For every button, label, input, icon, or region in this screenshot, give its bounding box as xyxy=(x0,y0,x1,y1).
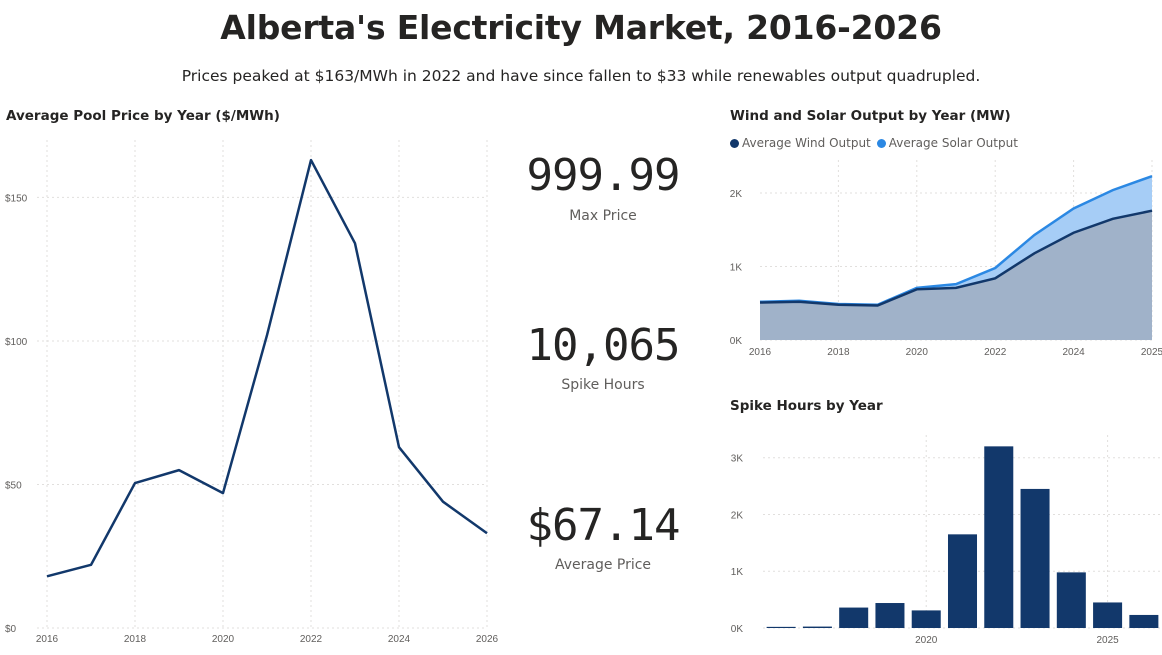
spike-bar-chart[interactable]: 0K 1K 2K 3K 2020 2025 xyxy=(720,425,1162,655)
spike-bar xyxy=(911,610,941,628)
x-tick-label: 2022 xyxy=(300,634,323,645)
x-tick-label: 2016 xyxy=(749,347,772,358)
y-tick-label: $0 xyxy=(5,624,17,635)
wind-area xyxy=(760,210,1152,340)
x-tick-label: 2022 xyxy=(984,347,1007,358)
price-chart-title: Average Pool Price by Year ($/MWh) xyxy=(6,108,280,124)
y-tick-label: 3K xyxy=(731,454,744,465)
spike-bar xyxy=(1056,572,1086,628)
x-tick-label: 2018 xyxy=(827,347,850,358)
output-chart-title: Wind and Solar Output by Year (MW) xyxy=(730,108,1011,124)
y-tick-label: 1K xyxy=(731,567,744,578)
y-tick-label: 1K xyxy=(730,263,743,274)
legend-wind-label: Average Wind Output xyxy=(742,136,871,150)
spike-bar xyxy=(875,603,905,628)
kpi-average-price-value: $67.14 xyxy=(526,500,681,551)
dashboard-title: Alberta's Electricity Market, 2016-2026 xyxy=(220,8,942,47)
y-tick-label: 0K xyxy=(730,336,743,347)
x-tick-label: 2020 xyxy=(915,635,938,646)
output-chart-legend: Average Wind Output Average Solar Output xyxy=(730,136,1018,150)
spike-bar xyxy=(802,626,832,628)
x-tick-label: 2024 xyxy=(388,634,411,645)
y-tick-label: $100 xyxy=(5,337,28,348)
spike-bar xyxy=(1129,614,1159,628)
output-area-chart[interactable]: 0K 1K 2K 2016 2018 2020 2022 2024 2025 xyxy=(720,150,1162,360)
kpi-spike-hours-label: Spike Hours xyxy=(561,377,645,393)
spike-chart-title: Spike Hours by Year xyxy=(730,398,883,414)
y-tick-label: $50 xyxy=(5,480,22,491)
kpi-max-price-value: 999.99 xyxy=(526,150,681,201)
price-series-line xyxy=(46,158,488,578)
x-tick-label: 2016 xyxy=(36,634,59,645)
x-tick-label: 2026 xyxy=(476,634,499,645)
kpi-spike-hours-value: 10,065 xyxy=(526,320,681,371)
x-tick-label: 2018 xyxy=(124,634,147,645)
kpi-average-price-label: Average Price xyxy=(554,557,652,573)
y-tick-label: $150 xyxy=(5,193,28,204)
legend-wind-marker xyxy=(730,138,739,148)
dashboard-subtitle: Prices peaked at $163/MWh in 2022 and ha… xyxy=(181,67,981,85)
spike-bar xyxy=(984,446,1014,628)
kpi-max-price-label: Max Price xyxy=(569,208,637,224)
price-line-chart[interactable]: $0 $50 $100 $150 2016 2018 2020 2022 2024 2026 xyxy=(0,120,500,650)
legend-solar-label: Average Solar Output xyxy=(888,136,1018,150)
x-tick-label: 2025 xyxy=(1096,635,1119,646)
legend-item-solar[interactable]: Average Solar Output xyxy=(876,136,1018,150)
x-tick-label: 2024 xyxy=(1062,347,1085,358)
y-tick-label: 2K xyxy=(731,510,744,521)
x-tick-label: 2020 xyxy=(906,347,929,358)
spike-bar xyxy=(766,626,796,628)
spike-bar xyxy=(1020,488,1050,628)
spike-bar xyxy=(1093,602,1123,628)
y-tick-label: 2K xyxy=(730,189,743,200)
wind-series-line xyxy=(759,209,1153,307)
spike-bar xyxy=(947,534,978,628)
y-tick-label: 0K xyxy=(731,624,744,635)
legend-item-wind[interactable]: Average Wind Output xyxy=(730,136,871,150)
legend-solar-marker xyxy=(876,138,886,148)
x-tick-label: 2025 xyxy=(1141,347,1162,358)
x-tick-label: 2020 xyxy=(212,634,235,645)
spike-bar xyxy=(839,607,869,628)
